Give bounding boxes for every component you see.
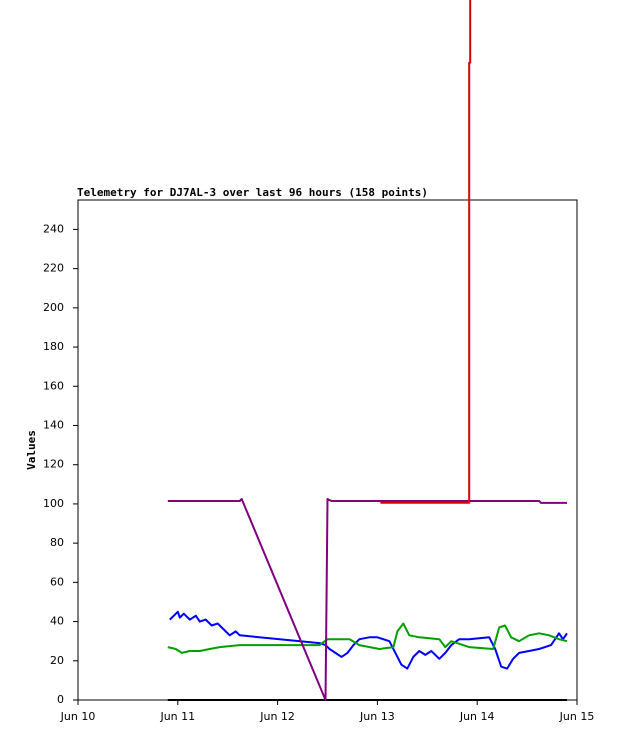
y-tick-label: 20 bbox=[50, 654, 64, 667]
y-tick-label: 0 bbox=[57, 693, 64, 706]
y-tick-label: 180 bbox=[43, 340, 64, 353]
y-tick-label: 40 bbox=[50, 615, 64, 628]
y-tick-label: 240 bbox=[43, 222, 64, 235]
x-tick-label: Jun 11 bbox=[159, 710, 195, 723]
y-tick-label: 60 bbox=[50, 575, 64, 588]
x-tick-label: Jun 13 bbox=[359, 710, 395, 723]
y-tick-label: 80 bbox=[50, 536, 64, 549]
x-tick-label: Jun 15 bbox=[559, 710, 595, 723]
x-tick-label: Jun 12 bbox=[259, 710, 295, 723]
y-tick-label: 200 bbox=[43, 301, 64, 314]
x-tick-label: Jun 14 bbox=[459, 710, 495, 723]
series-line bbox=[167, 498, 567, 701]
series-line bbox=[380, 0, 472, 504]
y-tick-label: 160 bbox=[43, 379, 64, 392]
y-tick-label: 120 bbox=[43, 458, 64, 471]
series-line bbox=[169, 610, 568, 670]
series-line bbox=[167, 622, 568, 654]
y-tick-label: 100 bbox=[43, 497, 64, 510]
y-axis-label: Values bbox=[25, 430, 38, 470]
y-tick-label: 220 bbox=[43, 262, 64, 275]
chart-title: Telemetry for DJ7AL-3 over last 96 hours… bbox=[77, 186, 428, 199]
plot-frame bbox=[77, 199, 578, 701]
y-tick-label: 140 bbox=[43, 418, 64, 431]
x-tick-label: Jun 10 bbox=[60, 710, 96, 723]
